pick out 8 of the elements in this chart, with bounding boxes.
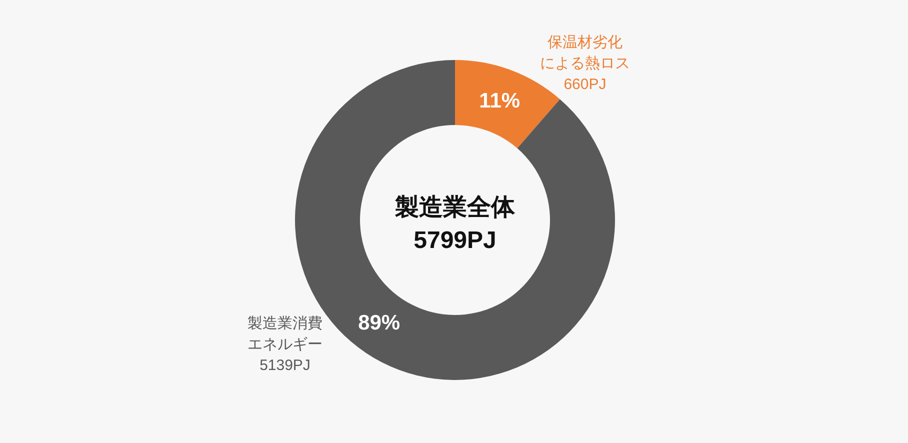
slice-label: 製造業消費エネルギー [248,315,322,353]
text: 製造業全体 [394,194,516,221]
data-label: 5139PJ [260,357,310,374]
slice-label: 保温材劣化による熱ロス [540,34,630,72]
data-label: 660PJ [564,76,606,93]
text: 5799PJ [414,227,496,254]
text: 89% [358,311,400,334]
text: 11% [479,90,520,113]
